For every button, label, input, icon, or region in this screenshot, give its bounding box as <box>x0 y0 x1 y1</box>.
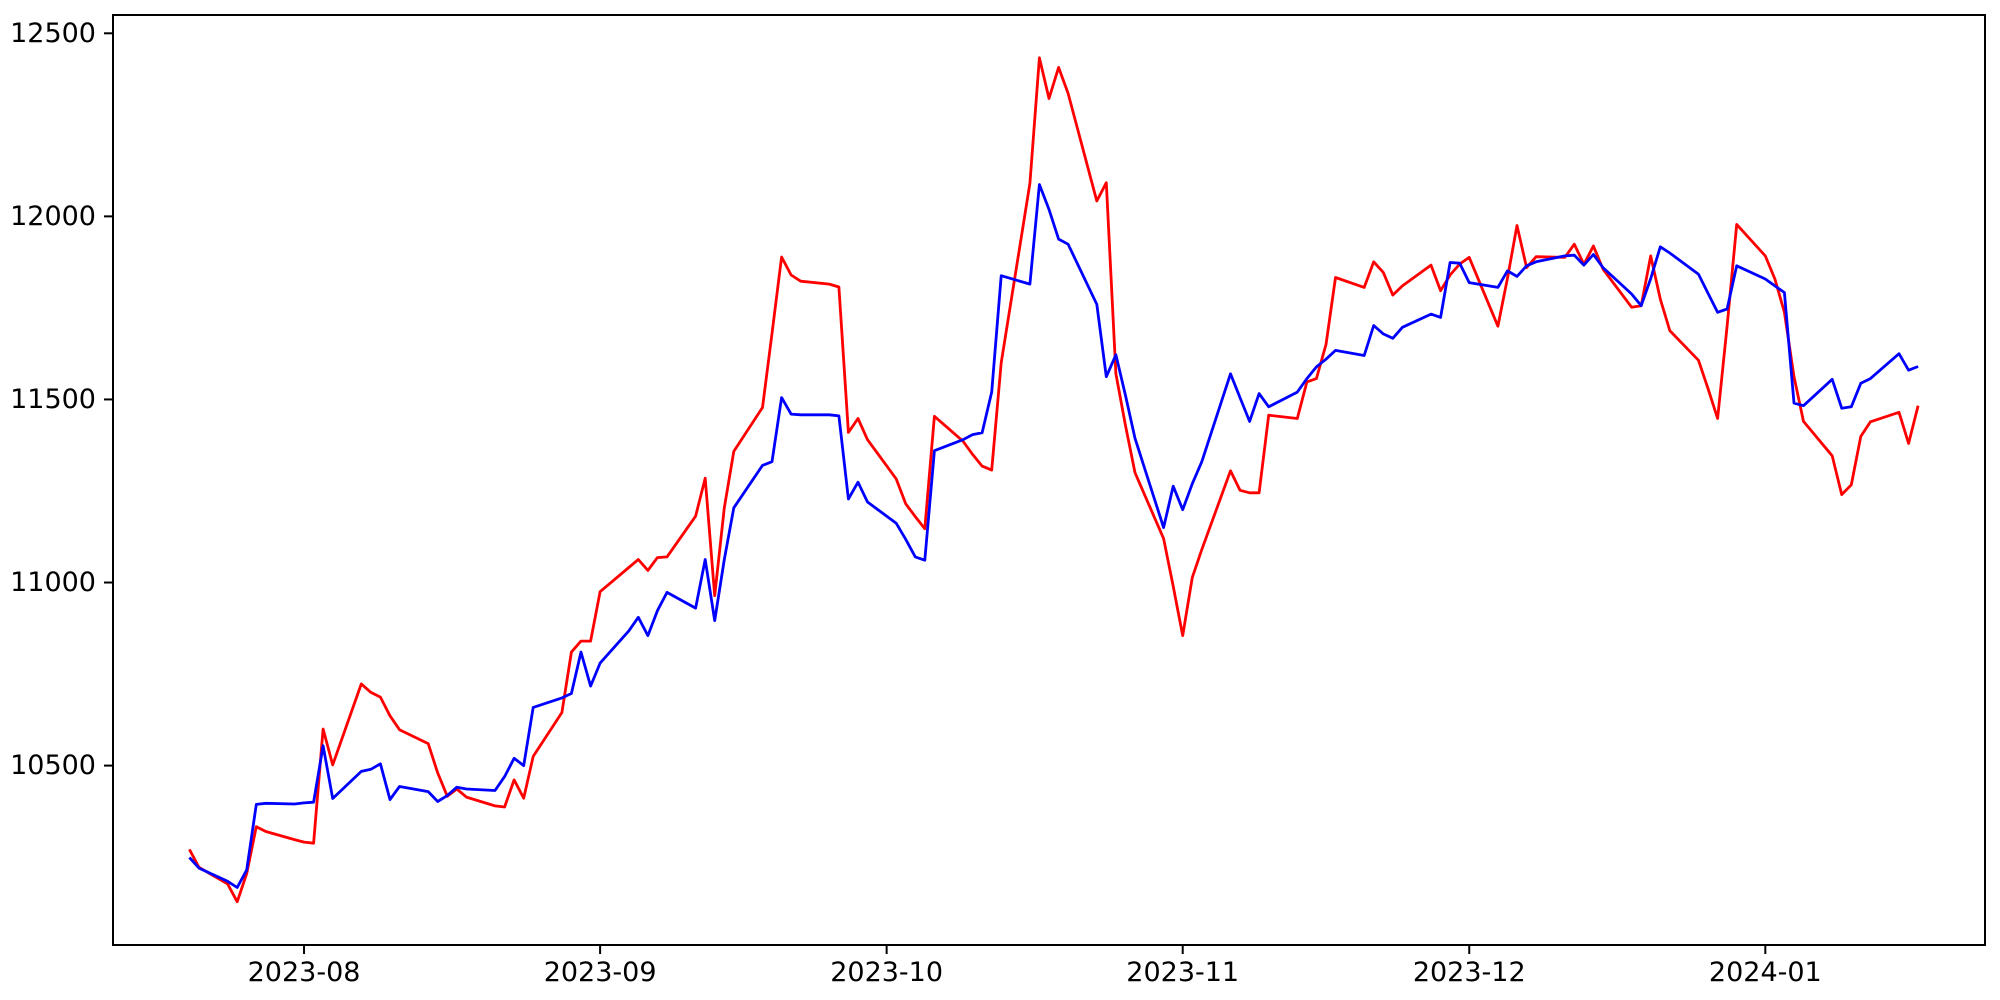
x-axis-tick-label: 2023-08 <box>248 957 361 988</box>
x-axis-tick-label: 2023-11 <box>1126 957 1239 988</box>
x-axis-tick-label: 2023-09 <box>544 957 657 988</box>
red-series-line <box>188 56 1920 904</box>
blue-series-line <box>188 183 1919 889</box>
y-axis-tick-label: 11500 <box>10 384 96 415</box>
y-axis-tick-label: 11000 <box>10 567 96 598</box>
x-axis-tick-label: 2023-10 <box>830 957 943 988</box>
axes-spines <box>112 14 1986 946</box>
y-axis-tick-label: 10500 <box>10 750 96 781</box>
x-axis: 2023-08 2023-09 2023-10 2023-11 2023-12 2024-… <box>248 945 1822 988</box>
y-axis: 10500 11000 11500 12000 12500 <box>10 18 113 781</box>
x-axis-tick-label: 2023-12 <box>1413 957 1526 988</box>
y-axis-tick-label: 12500 <box>10 18 96 49</box>
y-axis-tick-label: 12000 <box>10 201 96 232</box>
series-layer <box>188 56 1920 904</box>
x-axis-tick-label: 2024-01 <box>1709 957 1822 988</box>
